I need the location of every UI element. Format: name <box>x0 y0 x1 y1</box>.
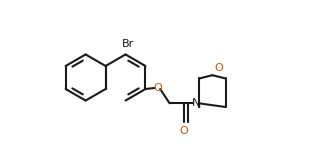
Text: Br: Br <box>122 39 134 49</box>
Text: N: N <box>192 98 200 108</box>
Text: O: O <box>153 83 162 93</box>
Text: O: O <box>215 63 223 73</box>
Text: O: O <box>180 126 188 136</box>
